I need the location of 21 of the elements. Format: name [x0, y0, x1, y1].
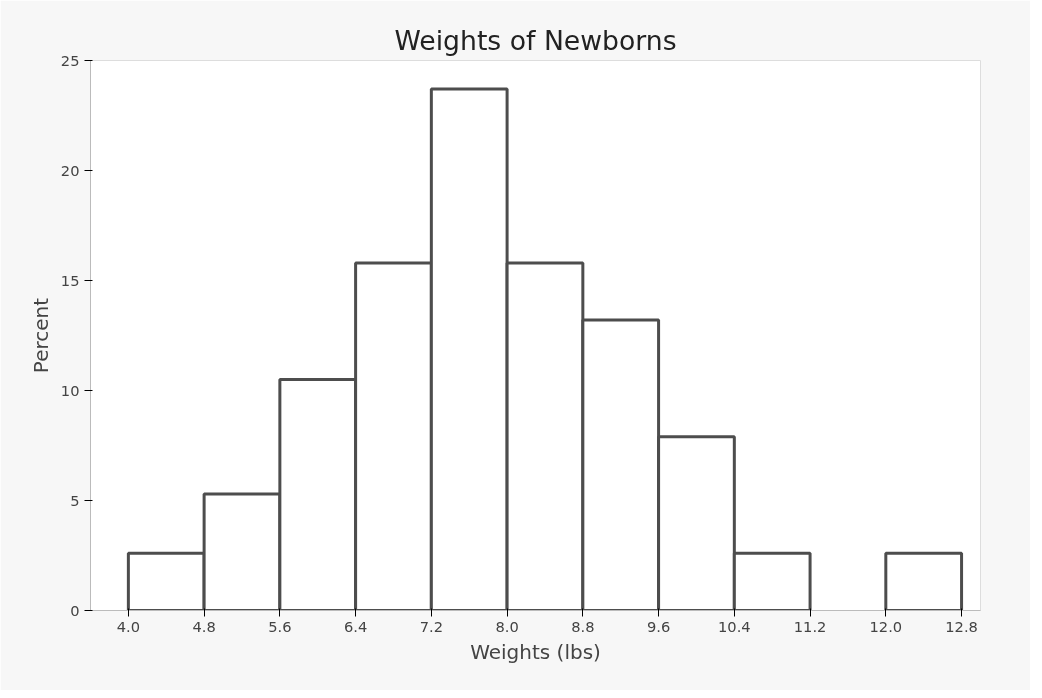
y-tick-label: 0 [70, 601, 80, 619]
y-tick-label: 10 [60, 381, 80, 399]
x-tick-label: 10.4 [718, 617, 751, 635]
x-tick-label: 8.0 [495, 617, 519, 635]
y-tick-label: 25 [60, 51, 80, 69]
x-tick-label: 5.6 [268, 617, 292, 635]
y-axis-title: Percent [28, 297, 53, 374]
x-tick-label: 7.2 [419, 617, 444, 635]
x-tick-label: 4.8 [192, 617, 216, 635]
x-tick-label: 4.0 [116, 617, 141, 635]
x-tick-label: 11.2 [793, 617, 827, 635]
y-tick-label: 20 [60, 161, 80, 179]
x-tick-label: 9.6 [646, 617, 671, 635]
x-tick-label: 12.8 [945, 617, 978, 635]
x-axis-title: Weights (lbs) [470, 639, 601, 664]
chart-title: Weights of Newborns [394, 24, 677, 56]
x-tick-label: 12.0 [869, 617, 903, 635]
y-tick-label: 5 [70, 491, 80, 509]
x-tick-label: 8.8 [571, 617, 595, 635]
x-tick-label: 6.4 [343, 617, 368, 635]
y-tick-label: 15 [60, 271, 80, 289]
